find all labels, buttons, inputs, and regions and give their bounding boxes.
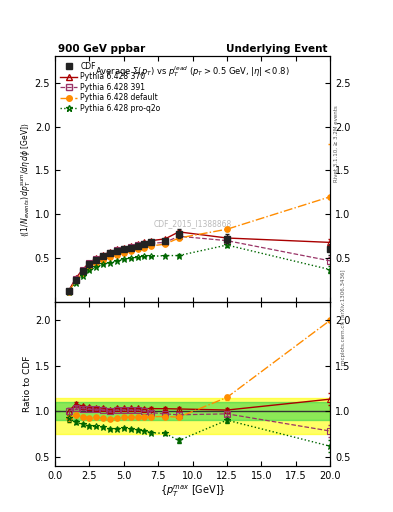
Y-axis label: $\langle(1/N_{events})\, dp_T^{sum}/d\eta\, d\phi$ [GeV]$\rangle$: $\langle(1/N_{events})\, dp_T^{sum}/d\et… xyxy=(20,122,33,237)
Text: Underlying Event: Underlying Event xyxy=(226,44,327,54)
Text: mcplots.cern.ch [arXiv:1306.3436]: mcplots.cern.ch [arXiv:1306.3436] xyxy=(342,270,346,365)
Text: CDF_2015_I1388868: CDF_2015_I1388868 xyxy=(153,219,232,228)
Text: Average $\Sigma(p_T)$ vs $p_T^{lead}$ ($p_T > 0.5$ GeV, $|\eta| < 0.8$): Average $\Sigma(p_T)$ vs $p_T^{lead}$ ($… xyxy=(95,63,290,79)
Y-axis label: Ratio to CDF: Ratio to CDF xyxy=(23,356,32,412)
X-axis label: $\{p_T^{max}$ [GeV]$\}$: $\{p_T^{max}$ [GeV]$\}$ xyxy=(160,483,226,499)
Text: 900 GeV ppbar: 900 GeV ppbar xyxy=(58,44,145,54)
Legend: CDF, Pythia 6.428 370, Pythia 6.428 391, Pythia 6.428 default, Pythia 6.428 pro-: CDF, Pythia 6.428 370, Pythia 6.428 391,… xyxy=(59,60,162,114)
Bar xyxy=(55,398,330,434)
Bar xyxy=(55,402,330,420)
Text: Rivet 3.1.10, ≥ 3.2M events: Rivet 3.1.10, ≥ 3.2M events xyxy=(334,105,338,182)
